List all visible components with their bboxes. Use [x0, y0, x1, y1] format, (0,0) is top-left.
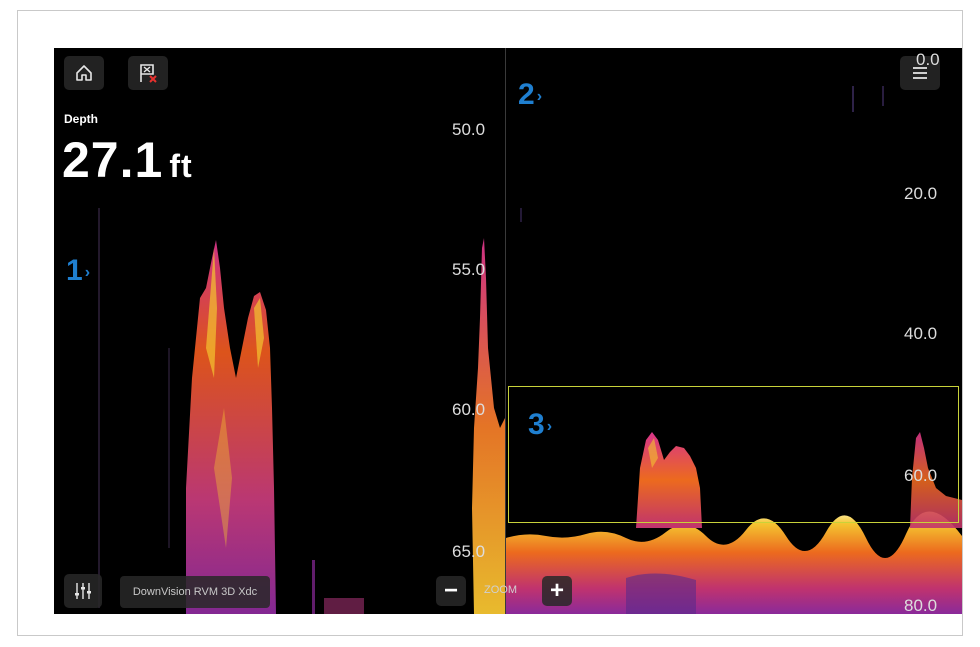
chevron-right-icon: ›	[546, 418, 553, 435]
depth-value: 27.1	[62, 132, 164, 188]
right-scale-label: 60.0	[904, 466, 938, 485]
sonar-display: Depth 27.1 ft 1 › 50.0 55.0 60.0 65.0 Down…	[54, 48, 962, 614]
right-scale-label: 80.0	[904, 596, 938, 614]
left-sonar-pane[interactable]: Depth 27.1 ft 1 › 50.0 55.0 60.0 65.0 Down…	[54, 48, 505, 614]
waypoint-flag-icon	[140, 64, 157, 83]
left-scale-label: 60.0	[452, 400, 486, 419]
left-scale-label: 55.0	[452, 260, 486, 279]
home-icon	[76, 65, 92, 81]
zoom-label: ZOOM	[484, 584, 517, 596]
depth-readout: 27.1 ft	[62, 130, 193, 196]
transducer-source-button[interactable]: DownVision RVM 3D Xdc	[120, 576, 270, 608]
right-sonar-echoes	[506, 86, 962, 614]
callout-number: 2	[518, 78, 535, 111]
right-scale-label: 20.0	[904, 184, 938, 203]
waypoint-button[interactable]	[128, 56, 168, 90]
right-sonar-pane[interactable]: 2 › 3 › 0.0 20.0 40.0 60.0 80.0	[506, 48, 962, 614]
right-scale-label: 0.0	[916, 50, 940, 69]
zoom-in-button[interactable]: +	[542, 576, 572, 606]
callout-number: 1	[66, 254, 83, 287]
minus-icon: −	[443, 577, 458, 604]
hamburger-menu-icon	[913, 67, 927, 79]
menu-button[interactable]	[900, 56, 940, 90]
callout-2: 2 ›	[518, 80, 542, 110]
plus-icon: +	[549, 577, 564, 604]
callout-1: 1 ›	[66, 256, 90, 286]
left-scale-label: 50.0	[452, 120, 486, 139]
zoom-out-button[interactable]: −	[436, 576, 466, 606]
zoom-region-box[interactable]	[508, 386, 959, 523]
home-button[interactable]	[64, 56, 104, 90]
depth-unit: ft	[169, 148, 193, 184]
sliders-icon	[75, 583, 91, 599]
pane-divider	[505, 48, 506, 614]
callout-3: 3 ›	[528, 410, 552, 440]
chevron-right-icon: ›	[536, 88, 543, 105]
chevron-right-icon: ›	[84, 264, 91, 281]
depth-label: Depth	[64, 112, 98, 126]
right-scale-label: 40.0	[904, 324, 938, 343]
callout-number: 3	[528, 408, 545, 441]
left-scale-label: 65.0	[452, 542, 486, 561]
settings-button[interactable]	[64, 574, 102, 608]
left-sonar-echoes	[98, 208, 505, 614]
